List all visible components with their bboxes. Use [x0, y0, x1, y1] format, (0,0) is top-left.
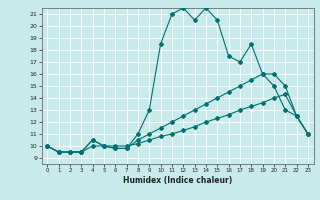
X-axis label: Humidex (Indice chaleur): Humidex (Indice chaleur)	[123, 176, 232, 185]
